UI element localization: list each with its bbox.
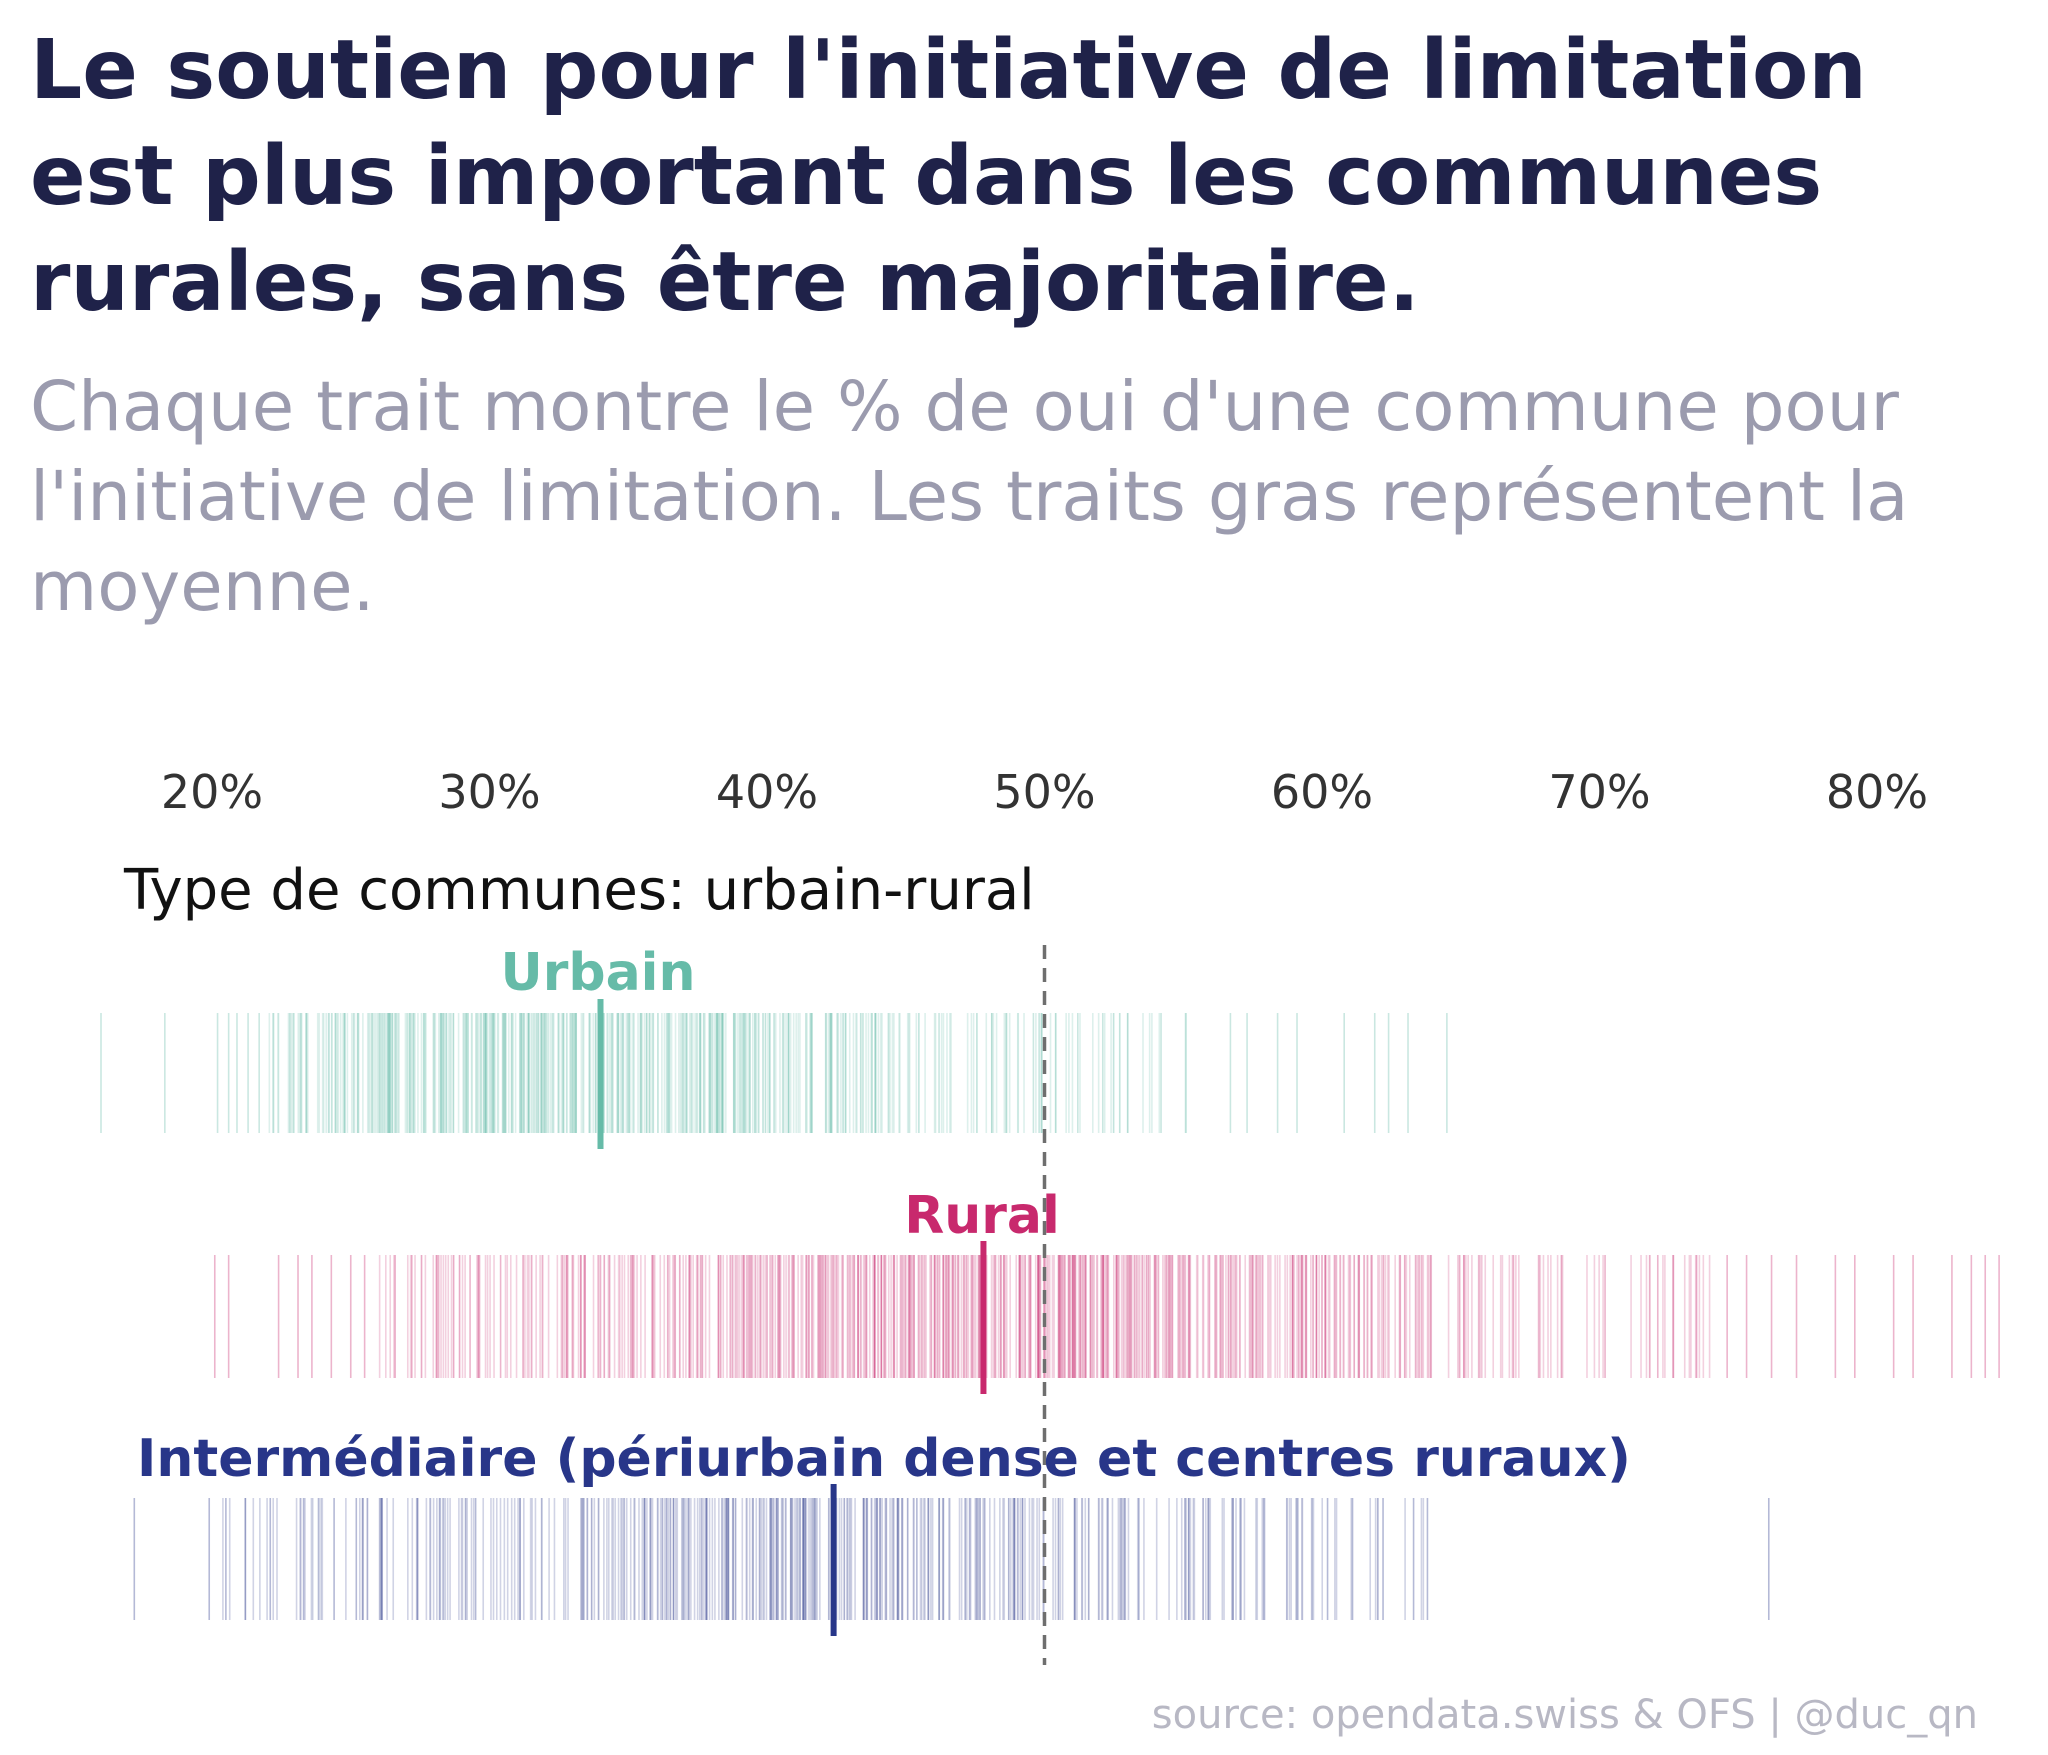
strip-row (100, 999, 1448, 1149)
x-tick-label: 20% (161, 765, 263, 819)
x-tick-label: 50% (993, 765, 1095, 819)
facet-label: Type de communes: urbain-rural (123, 858, 1035, 923)
strip-row (133, 1484, 1770, 1636)
chart-subtitle: Chaque trait montre le % de oui d'une co… (30, 367, 1909, 627)
x-tick-label: 80% (1826, 765, 1928, 819)
x-tick-label: 60% (1271, 765, 1373, 819)
chart-title: Le soutien pour l'initiative de limitati… (30, 23, 1867, 330)
group-label: Rural (904, 1186, 1060, 1246)
x-tick-label: 30% (438, 765, 540, 819)
strip-rows (100, 999, 2000, 1636)
x-tick-label: 70% (1548, 765, 1650, 819)
x-tick-label: 40% (716, 765, 818, 819)
group-label: Intermédiaire (périurbain dense et centr… (137, 1429, 1631, 1489)
x-tick-labels: 20% 30% 40% 50% 60% 70% 80% (161, 765, 1928, 819)
group-labels: Urbain Rural Intermédiaire (périurbain den… (137, 943, 1631, 1489)
group-label: Urbain (500, 943, 695, 1003)
strip-row (213, 1241, 2000, 1394)
source-caption: source: opendata.swiss & OFS | @duc_qn (1151, 1692, 1978, 1738)
